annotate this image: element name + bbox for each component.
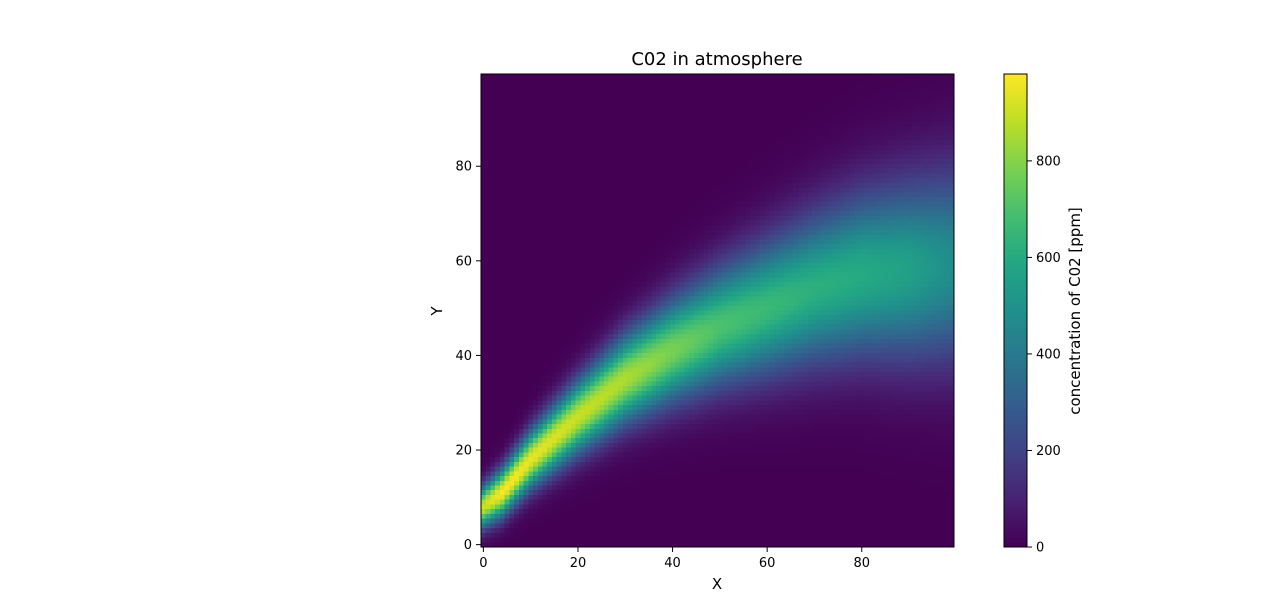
plot-frame xyxy=(480,73,955,548)
colorbar-tick-label: 200 xyxy=(1036,444,1061,459)
x-tick-label: 20 xyxy=(570,556,587,571)
colorbar-tick-label: 600 xyxy=(1036,251,1061,266)
colorbar: 0 200 400 600 800 concentration of C02 [ppm] xyxy=(1003,73,1084,556)
x-tick-label: 80 xyxy=(853,556,870,571)
heatmap xyxy=(481,74,954,547)
colorbar-ticks: 0 200 400 600 800 xyxy=(1027,154,1061,556)
x-tick-label: 40 xyxy=(664,556,681,571)
y-axis-ticks: 0 20 40 60 80 xyxy=(455,160,481,553)
y-tick-label: 40 xyxy=(455,349,472,364)
x-axis-ticks: 0 20 40 60 80 xyxy=(479,547,870,571)
colorbar-tick-label: 400 xyxy=(1036,347,1061,362)
y-axis-label: Y xyxy=(428,306,446,317)
chart-title: C02 in atmosphere xyxy=(631,49,802,70)
y-tick-label: 60 xyxy=(455,254,472,269)
heatmap-image xyxy=(481,74,954,547)
x-axis-label: X xyxy=(712,575,722,593)
colorbar-frame xyxy=(1003,73,1028,548)
colorbar-tick-label: 800 xyxy=(1036,154,1061,169)
y-tick-label: 0 xyxy=(464,538,472,553)
y-tick-label: 20 xyxy=(455,444,472,459)
x-tick-label: 60 xyxy=(759,556,776,571)
x-tick-label: 0 xyxy=(479,556,487,571)
colorbar-gradient xyxy=(1004,74,1027,547)
colorbar-tick-label: 0 xyxy=(1036,541,1044,556)
y-tick-label: 80 xyxy=(455,160,472,175)
colorbar-label: concentration of C02 [ppm] xyxy=(1066,207,1084,415)
